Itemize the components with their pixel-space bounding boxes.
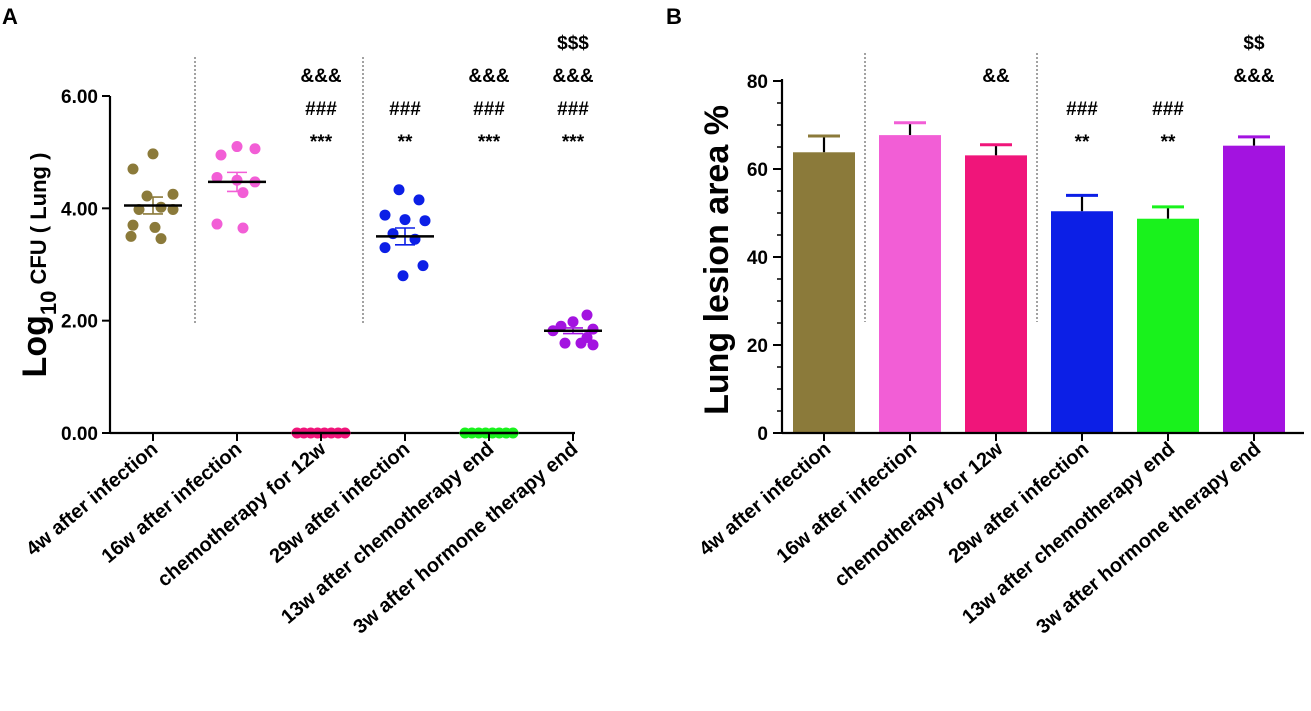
significance-annotation: &&& [1233,66,1274,87]
panel-letter-b: B [666,4,682,29]
data-point [559,337,571,349]
significance-annotation: &&& [300,66,341,87]
significance-annotation: *** [310,132,333,153]
data-point [215,149,227,161]
bar [965,155,1027,434]
x-category-label: 16w after infection [98,438,247,568]
bar [1051,211,1113,433]
data-point [167,188,179,200]
y-axis-label-subscript: 10 [36,291,61,315]
data-point [237,222,249,234]
y-tick-label: 0 [757,424,768,445]
data-point [125,230,137,242]
y-axis-label: Lung lesion area % [698,105,736,415]
data-point [379,242,391,254]
data-point [397,270,409,282]
x-category-label: chemotherapy for 12w [830,438,1007,592]
data-point [211,171,223,183]
y-axis-label-base: Log [16,315,54,377]
data-point [393,184,405,196]
x-category-label: chemotherapy for 12w [153,438,330,592]
data-point [587,339,599,351]
significance-annotation: &&& [552,66,593,87]
significance-annotation: ### [557,99,589,120]
y-tick-label: 40 [747,248,768,269]
data-point [155,201,167,213]
data-point [127,219,139,231]
y-tick-label: 0.00 [61,424,98,445]
y-tick-label: 20 [747,336,768,357]
x-category-label: 16w after infection [773,438,922,568]
y-tick-label: 80 [747,72,768,93]
significance-annotation: ### [389,99,421,120]
data-point [399,214,411,226]
significance-annotation: ### [473,99,505,120]
panel-letter-a: A [2,4,18,29]
significance-annotation: &&& [468,66,509,87]
data-point [379,209,391,221]
data-point [567,316,579,328]
chart-b-bar-chart: 0 20 40 60 80 Lung lesion area % && ### ** ### ** $… [695,33,1304,638]
y-tick-label: 60 [747,160,768,181]
data-point [155,233,167,245]
data-point [249,143,261,155]
data-point [575,337,587,349]
data-point [419,215,431,227]
data-point [417,260,429,272]
significance-annotation: && [982,66,1010,87]
significance-annotation: ** [1075,132,1090,153]
data-point [127,163,139,175]
chart-a-scatter-plot: 0.00 2.00 4.00 6.00 Log10 CFU ( Lung ) &&& ###… [16,33,602,638]
y-axis-label: Log10 CFU ( Lung ) [16,153,61,378]
bar [1223,145,1285,433]
y-tick-label: 2.00 [61,312,98,333]
significance-annotation: *** [478,132,501,153]
y-tick-label: 4.00 [61,199,98,220]
significance-annotation: $$$ [557,33,589,54]
bar [793,152,855,433]
significance-annotation: ### [1152,99,1184,120]
data-point [237,187,249,199]
data-point [555,320,567,332]
significance-annotation: ** [1161,132,1176,153]
bar [1137,218,1199,433]
data-point [147,148,159,160]
significance-annotation: *** [562,132,585,153]
data-point [231,174,243,186]
significance-annotation: $$ [1243,33,1265,54]
data-point [141,190,153,202]
data-point [231,141,243,153]
data-point [581,309,593,321]
y-axis-label-rest: CFU ( Lung ) [26,153,51,291]
y-tick-label: 6.00 [61,87,98,108]
x-category-label: 29w after infection [266,438,415,568]
significance-annotation: ### [305,99,337,120]
significance-annotation: ** [398,132,413,153]
data-point [149,221,161,233]
data-point [413,194,425,206]
data-point [211,218,223,230]
significance-annotation: ### [1066,99,1098,120]
x-category-label: 29w after infection [945,438,1094,568]
bar [879,135,941,433]
